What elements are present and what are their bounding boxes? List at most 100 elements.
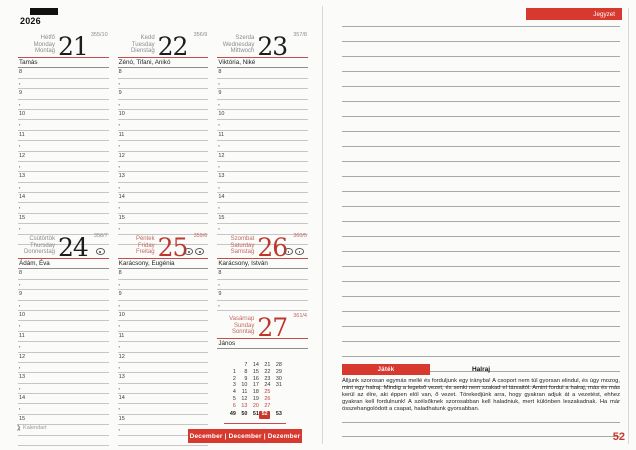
day-of-year-counter: 361/4 (293, 312, 307, 319)
note-line (342, 342, 620, 357)
hour-line: ▪ (217, 183, 308, 194)
note-line (342, 207, 620, 222)
mini-cal-day: 29 (275, 369, 282, 376)
day-name-en: Thursday (29, 242, 55, 249)
name-day: Karácsony, Eugénia (117, 259, 209, 270)
hour-line: ▪ (117, 425, 209, 436)
hour-line: 8 (217, 269, 308, 280)
name-day: Viktória, Niké (217, 58, 308, 69)
hour-line: 11 (117, 131, 209, 142)
note-line (342, 57, 620, 72)
hour-line (217, 235, 308, 246)
hour-line: ▪ (18, 120, 109, 131)
hour-line: 12 (117, 152, 209, 162)
mini-cal-day: 26 (264, 395, 271, 402)
page-number: 52 (612, 431, 625, 443)
day-cell-23: Szerda Wednesday Mittwoch 23 357/8 Viktória, … (217, 30, 308, 246)
note-line (342, 423, 620, 437)
day-of-year-counter: 355/10 (90, 32, 108, 38)
day-names: Hétfő Monday Montag (18, 35, 55, 55)
day-name-de: Dienstag (130, 48, 155, 55)
hour-line: ▪ (18, 203, 109, 214)
notes-tab[interactable]: Jegyzet (526, 8, 622, 20)
hour-line: ▪ (217, 120, 308, 131)
day-name-en: Wednesday (222, 41, 255, 48)
note-line (342, 297, 620, 312)
hour-line: 10 (217, 110, 308, 121)
hour-line: 8 (117, 68, 209, 79)
day-name-de: Samstag (230, 249, 255, 256)
day-name-de: Mittwoch (230, 48, 255, 55)
hour-line: 12 (18, 353, 109, 363)
day-name-hu: Péntek (135, 236, 155, 243)
hour-line: 14 (18, 193, 109, 204)
hour-line: ▪ (217, 79, 308, 90)
moon-phase-icon (283, 248, 293, 255)
note-line (342, 327, 620, 342)
month-footer-tab[interactable]: December | December | Dezember (188, 429, 302, 443)
day-icons (184, 248, 205, 255)
hour-line: ▪ (117, 280, 209, 291)
moon-phase-icon (95, 248, 105, 255)
note-line (342, 312, 620, 327)
hour-line: 8 (18, 269, 109, 280)
day-cell-27: Vasárnap Sunday Sonntag 27 361/4 János (217, 311, 308, 350)
day-names: Csütörtök Thursday Donnerstag (18, 236, 55, 256)
hour-line: 13 (217, 172, 308, 183)
hour-line: ▪ (117, 384, 209, 395)
day-header: Szombat Saturday Samstag 26 360/5 (217, 231, 308, 260)
hour-line: 10 (18, 311, 109, 322)
hour-line: 15 (18, 214, 109, 225)
day-name-hu: Kedd (140, 35, 155, 42)
mini-cal-row: 3 10 17 24 31 (224, 382, 286, 389)
note-line (342, 252, 620, 267)
weekend-column: Szombat Saturday Samstag 26 360/5 Karácsony, … (217, 231, 308, 428)
hour-line: 13 (117, 172, 209, 183)
hour-line: 15 (117, 415, 209, 426)
mini-cal-day: 8 (244, 369, 248, 376)
hour-line: 8 (217, 68, 308, 79)
hour-line: 11 (217, 131, 308, 142)
mini-cal-day: 11 (241, 389, 248, 396)
hour-line: 14 (18, 394, 109, 405)
mini-cal-day: 4 (232, 389, 236, 396)
hour-line: ▪ (117, 162, 209, 173)
hour-line: 12 (217, 152, 308, 162)
name-day: Ádám, Éva (18, 259, 109, 270)
name-day: Tamás (18, 58, 109, 69)
mini-cal-day: 15 (252, 369, 259, 376)
hour-line (117, 436, 209, 447)
hour-line: ▪ (18, 363, 109, 374)
name-day: Zénó, Tifani, Anikó (117, 58, 209, 69)
hour-line: ▪ (117, 224, 209, 235)
hour-line (18, 235, 109, 246)
day-number: 25 (157, 233, 189, 262)
hour-line: 11 (117, 332, 209, 343)
hour-line: 9 (18, 290, 109, 301)
day-names: Szerda Wednesday Mittwoch (217, 35, 255, 55)
hour-line (117, 235, 209, 246)
hour-line: ▪ (217, 301, 308, 311)
day-number: 23 (257, 32, 288, 61)
hour-line: 15 (18, 415, 109, 426)
note-line (342, 192, 620, 207)
brand-logo: ❯ Kalendart (16, 424, 47, 432)
hour-line: ▪ (217, 224, 308, 235)
mini-cal-day: 27 (264, 402, 271, 409)
mini-cal-day: 3 (232, 382, 236, 389)
note-line (342, 102, 620, 117)
day-header: Csütörtök Thursday Donnerstag 24 358/7 (18, 231, 109, 260)
day-name-hu: Hétfő (40, 35, 55, 42)
mini-cal-day: 21 (264, 362, 271, 369)
hour-line: 9 (117, 290, 209, 301)
tip-badge: Játék (342, 364, 430, 375)
day-names: Kedd Tuesday Dienstag (118, 35, 155, 55)
hour-line: 11 (18, 131, 109, 142)
note-line (342, 409, 620, 423)
day-of-year-counter: 360/5 (293, 233, 307, 239)
hour-line: ▪ (217, 100, 308, 110)
tip-body: Álljunk szorosan egymás mellé és fordulj… (342, 378, 620, 412)
note-line (342, 147, 620, 162)
mini-cal-current-week: 52 (258, 411, 271, 419)
hour-line: ▪ (18, 342, 109, 353)
